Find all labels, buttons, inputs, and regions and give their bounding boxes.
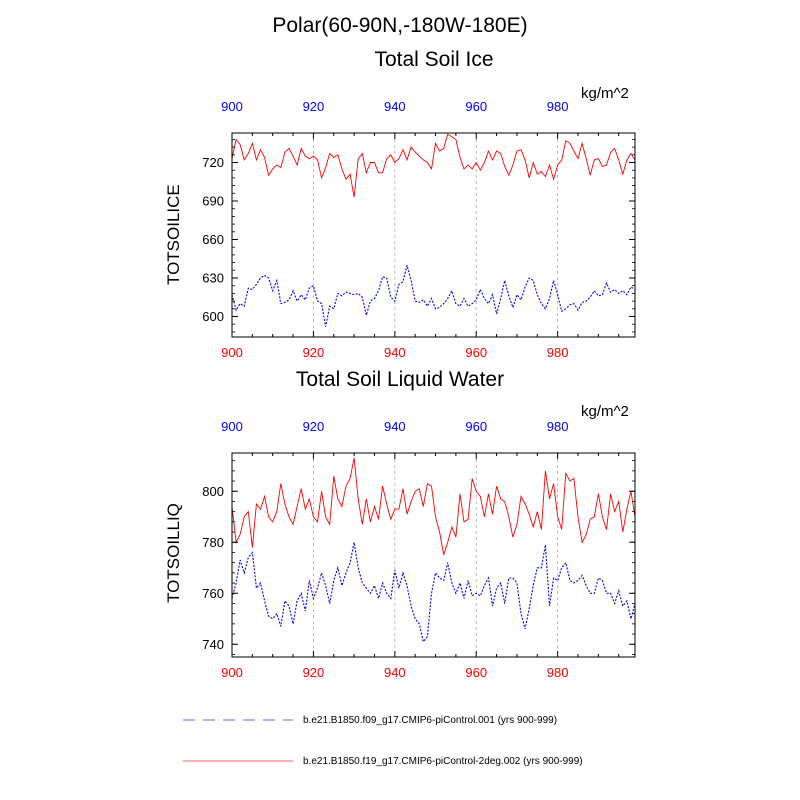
panel-1-xtick-label-bottom: 960 [465, 345, 487, 360]
legend-label-0: b.e21.B1850.f09_g17.CMIP6-piControl.001 … [303, 715, 558, 726]
panel-1-xtick-label-top: 940 [384, 99, 406, 114]
panel-2-title: Total Soil Liquid Water [295, 368, 505, 391]
figure-title: Polar(60-90N,-180W-180E) [272, 14, 528, 37]
panel-1-series-1-line [231, 133, 636, 198]
panel-1-xtick-label-top: 960 [465, 99, 487, 114]
panel-2-xtick-label-top: 960 [465, 419, 487, 434]
panel-2-series-0-line [231, 542, 636, 643]
panel-1-ytick-label: 630 [202, 270, 224, 285]
panel-2-units: kg/m^2 [581, 403, 629, 420]
panel-1-units: kg/m^2 [581, 85, 629, 102]
panel-2-xtick-label-top: 980 [547, 419, 569, 434]
panel-2-xtick-label-bottom: 940 [384, 665, 406, 680]
panel-2-xtick-label-bottom: 980 [547, 665, 569, 680]
panel-1-xtick-label-bottom: 980 [547, 345, 569, 360]
panel-1-title: Total Soil Ice [374, 48, 494, 71]
panel-1-ytick-label: 690 [202, 194, 224, 209]
panel-2-ytick-label: 780 [202, 535, 224, 550]
panel-1-ytick-label: 720 [202, 155, 224, 170]
panel-1-series-0-line [231, 265, 636, 327]
panel-1-xtick-label-top: 920 [303, 99, 325, 114]
panel-2-xtick-label-bottom: 900 [221, 665, 243, 680]
panel-1-xtick-label-bottom: 940 [384, 345, 406, 360]
panel-2-ytick-label: 760 [202, 586, 224, 601]
panel-2-xtick-label-bottom: 960 [465, 665, 487, 680]
panel-1-xtick-label-top: 980 [547, 99, 569, 114]
panel-2-frame [231, 452, 636, 658]
panel-1-frame [231, 132, 636, 338]
legend-label-1: b.e21.B1850.f19_g17.CMIP6-piControl-2deg… [303, 756, 583, 767]
panel-1-ytick-label: 660 [202, 232, 224, 247]
panel-1-xtick-label-bottom: 900 [221, 345, 243, 360]
panel-2-ytick-label: 740 [202, 637, 224, 652]
panel-2-xtick-label-top: 920 [303, 419, 325, 434]
panel-2-series-1-line [231, 458, 636, 556]
panel-2-xtick-label-top: 900 [221, 419, 243, 434]
panel-1-xtick-label-top: 900 [221, 99, 243, 114]
panel-2-xtick-label-bottom: 920 [303, 665, 325, 680]
panel-1-xtick-label-bottom: 920 [303, 345, 325, 360]
panel-1-ytick-label: 600 [202, 309, 224, 324]
panel-2-ytick-label: 800 [202, 484, 224, 499]
panel-2-xtick-label-top: 940 [384, 419, 406, 434]
